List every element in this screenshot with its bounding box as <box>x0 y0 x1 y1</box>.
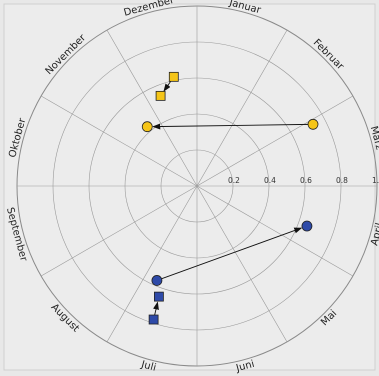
month-label: März <box>368 125 379 151</box>
grid-spoke <box>106 29 198 187</box>
radial-tick-label: 1.0 <box>372 176 379 185</box>
data-point-blue-square <box>148 314 159 325</box>
grid-spoke <box>196 95 354 187</box>
data-point-yellow-square <box>155 90 166 101</box>
grid-spoke <box>40 95 198 187</box>
data-point-blue-circle <box>151 275 163 286</box>
grid-spoke <box>40 185 198 277</box>
data-point-blue-square <box>154 291 164 302</box>
data-point-yellow-circle <box>141 121 153 133</box>
polar-grid <box>16 5 378 367</box>
radial-tick-label: 0.2 <box>228 176 240 185</box>
data-point-yellow-square <box>168 71 179 82</box>
trend-arrow <box>163 79 172 92</box>
grid-spoke <box>196 185 288 343</box>
data-point-yellow-circle <box>307 118 319 130</box>
radial-tick-label: 0.6 <box>300 176 312 185</box>
month-label: Juni <box>234 359 256 375</box>
radial-tick-label: 0.8 <box>336 176 348 185</box>
grid-spoke <box>196 29 288 187</box>
grid-spoke <box>106 185 198 343</box>
radial-tick-label: 0.4 <box>264 176 276 185</box>
trend-arrow <box>153 301 159 316</box>
data-point-blue-circle <box>301 220 313 232</box>
month-label: Juli <box>139 359 157 374</box>
grid-spoke <box>196 185 354 277</box>
data-marks <box>141 71 319 325</box>
trend-arrow <box>152 123 310 130</box>
month-label: April <box>369 222 379 247</box>
trend-arrow <box>160 227 303 280</box>
radial-tick-labels: 0.2 0.4 0.6 0.8 1.0 <box>228 176 379 185</box>
